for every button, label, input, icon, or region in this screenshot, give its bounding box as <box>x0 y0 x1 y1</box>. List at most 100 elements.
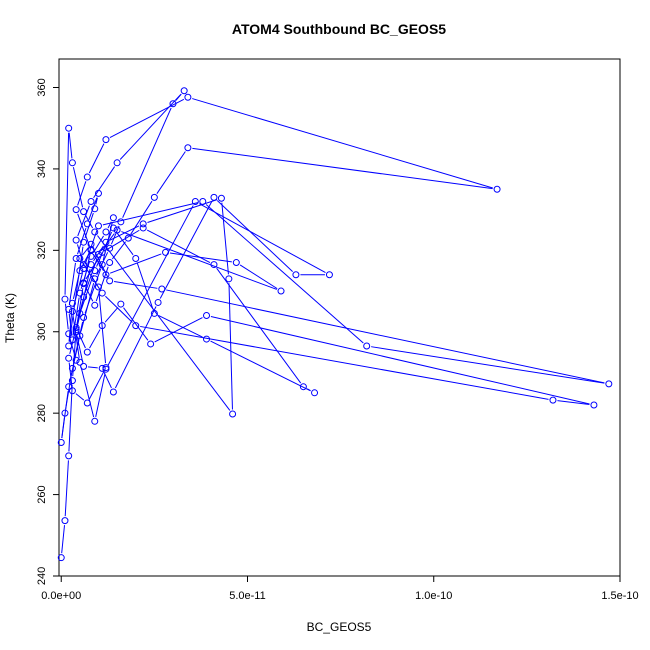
series-segment <box>61 525 66 554</box>
y-tick-label: 340 <box>36 160 48 178</box>
series-lines <box>61 93 605 554</box>
series-segment <box>68 385 73 452</box>
series-segment <box>77 205 90 237</box>
data-point <box>139 220 147 228</box>
series-segment <box>95 373 106 418</box>
data-point <box>184 144 192 152</box>
series-segment <box>102 202 199 226</box>
series-segment <box>121 231 277 290</box>
series-segment <box>105 229 140 251</box>
data-point <box>102 228 110 236</box>
data-point <box>72 236 80 244</box>
data-point <box>83 399 91 407</box>
data-point <box>102 238 110 246</box>
data-point <box>147 340 155 348</box>
series-segment <box>80 366 95 418</box>
data-point <box>76 267 84 275</box>
series-segment <box>77 331 86 349</box>
series-segment <box>72 167 84 208</box>
series-segment <box>140 325 549 400</box>
data-point <box>65 354 73 362</box>
data-point <box>117 300 125 308</box>
data-point <box>68 364 76 372</box>
data-point <box>91 267 99 275</box>
series-segment <box>122 107 172 218</box>
series-segment <box>88 366 98 369</box>
data-point <box>65 383 73 391</box>
series-segment <box>89 329 101 349</box>
data-point <box>91 275 99 283</box>
data-point <box>106 244 114 252</box>
series-segment <box>156 151 186 194</box>
series-segment <box>221 202 229 275</box>
data-point <box>590 401 598 409</box>
data-point <box>113 226 121 234</box>
data-point <box>98 322 106 330</box>
data-point <box>210 193 218 201</box>
data-point <box>106 259 114 267</box>
data-point <box>549 396 557 404</box>
data-point <box>493 185 501 193</box>
series-segment <box>68 132 73 159</box>
data-point <box>91 417 99 425</box>
x-axis-label: BC_GEOS5 <box>307 620 372 634</box>
data-point <box>80 208 88 216</box>
y-tick-label: 300 <box>36 323 48 341</box>
data-point <box>72 356 80 364</box>
series-segment <box>80 274 94 310</box>
data-point <box>57 438 65 446</box>
data-point <box>65 124 73 132</box>
y-tick-label: 320 <box>36 241 48 259</box>
series-segment <box>239 264 278 290</box>
data-point <box>72 206 80 214</box>
data-point <box>72 254 80 262</box>
data-point <box>311 389 319 397</box>
data-point <box>76 358 84 366</box>
series-segment <box>104 307 119 323</box>
data-point <box>83 220 91 228</box>
data-point <box>61 409 69 417</box>
data-point <box>94 222 102 230</box>
data-point <box>57 554 65 562</box>
series-segment <box>228 283 233 410</box>
chart-title: ATOM4 Southbound BC_GEOS5 <box>232 21 446 37</box>
x-axis: 0.0e+00 5.0e-11 1.0e-10 1.5e-10 <box>41 576 639 602</box>
data-point <box>225 275 233 283</box>
data-point <box>80 362 88 370</box>
data-point <box>80 279 88 287</box>
data-point <box>68 299 76 307</box>
data-point <box>68 336 76 344</box>
data-point <box>94 283 102 291</box>
data-point <box>292 271 300 279</box>
data-point <box>277 287 285 295</box>
data-point <box>80 293 88 301</box>
series-segment <box>69 337 76 357</box>
data-point <box>109 224 117 232</box>
series-segment <box>307 388 311 392</box>
y-tick-label: 260 <box>36 485 48 503</box>
data-point <box>65 342 73 350</box>
data-point <box>65 330 73 338</box>
data-point <box>87 261 95 269</box>
series-segment <box>199 203 326 274</box>
series-points <box>57 87 613 562</box>
data-point <box>68 377 76 385</box>
series-segment <box>84 212 94 239</box>
data-point <box>76 332 84 340</box>
y-tick-label: 280 <box>36 404 48 422</box>
data-point <box>98 248 106 256</box>
data-point <box>158 285 166 293</box>
series-segment <box>205 204 364 344</box>
data-point <box>117 218 125 226</box>
series-segment <box>88 371 105 400</box>
data-point <box>61 295 69 303</box>
series-segment <box>68 262 76 305</box>
series-segment <box>103 372 112 389</box>
series-segment <box>96 252 109 276</box>
x-tick-label: 0.0e+00 <box>41 590 81 602</box>
series-segment <box>68 246 84 342</box>
data-point <box>184 93 192 101</box>
data-point <box>80 238 88 246</box>
series-segment <box>154 317 203 343</box>
series-segment <box>210 315 590 405</box>
